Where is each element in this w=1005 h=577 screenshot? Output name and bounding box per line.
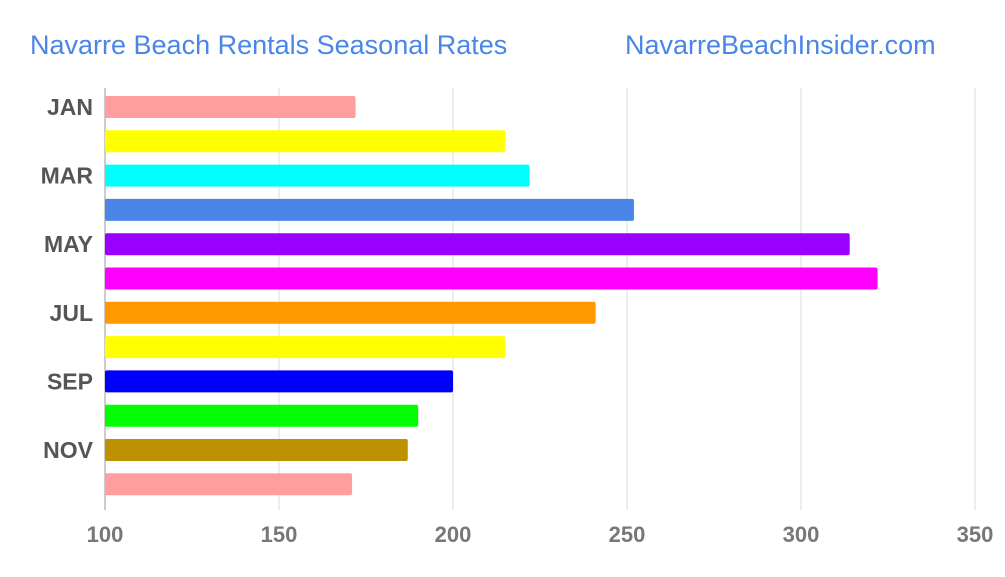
bar-mar	[105, 164, 530, 187]
bar-oct	[105, 404, 419, 427]
x-tick-label: 350	[957, 522, 994, 547]
x-tick-label: 250	[609, 522, 646, 547]
y-tick-label: JUL	[50, 300, 93, 326]
y-tick-label: JAN	[47, 94, 93, 120]
x-tick-label: 100	[87, 522, 124, 547]
bar-jun	[105, 267, 878, 290]
x-tick-label: 300	[783, 522, 820, 547]
bar-nov	[105, 439, 408, 461]
chart-subtitle: NavarreBeachInsider.com	[625, 30, 936, 60]
x-tick-label: 200	[435, 522, 472, 547]
bar-aug	[105, 336, 506, 359]
chart-title: Navarre Beach Rentals Seasonal Rates	[30, 30, 508, 60]
y-tick-label: MAY	[44, 231, 93, 257]
y-tick-label: SEP	[47, 368, 93, 394]
bar-jul	[105, 301, 596, 324]
y-tick-label: MAR	[41, 163, 94, 189]
bar-jan	[105, 96, 356, 118]
bar-sep	[105, 370, 453, 393]
x-tick-label: 150	[261, 522, 298, 547]
y-tick-label: NOV	[43, 437, 94, 463]
bar-may	[105, 233, 850, 256]
bar-apr	[105, 198, 634, 221]
bar-dec	[105, 473, 353, 496]
bar-feb	[105, 130, 506, 153]
